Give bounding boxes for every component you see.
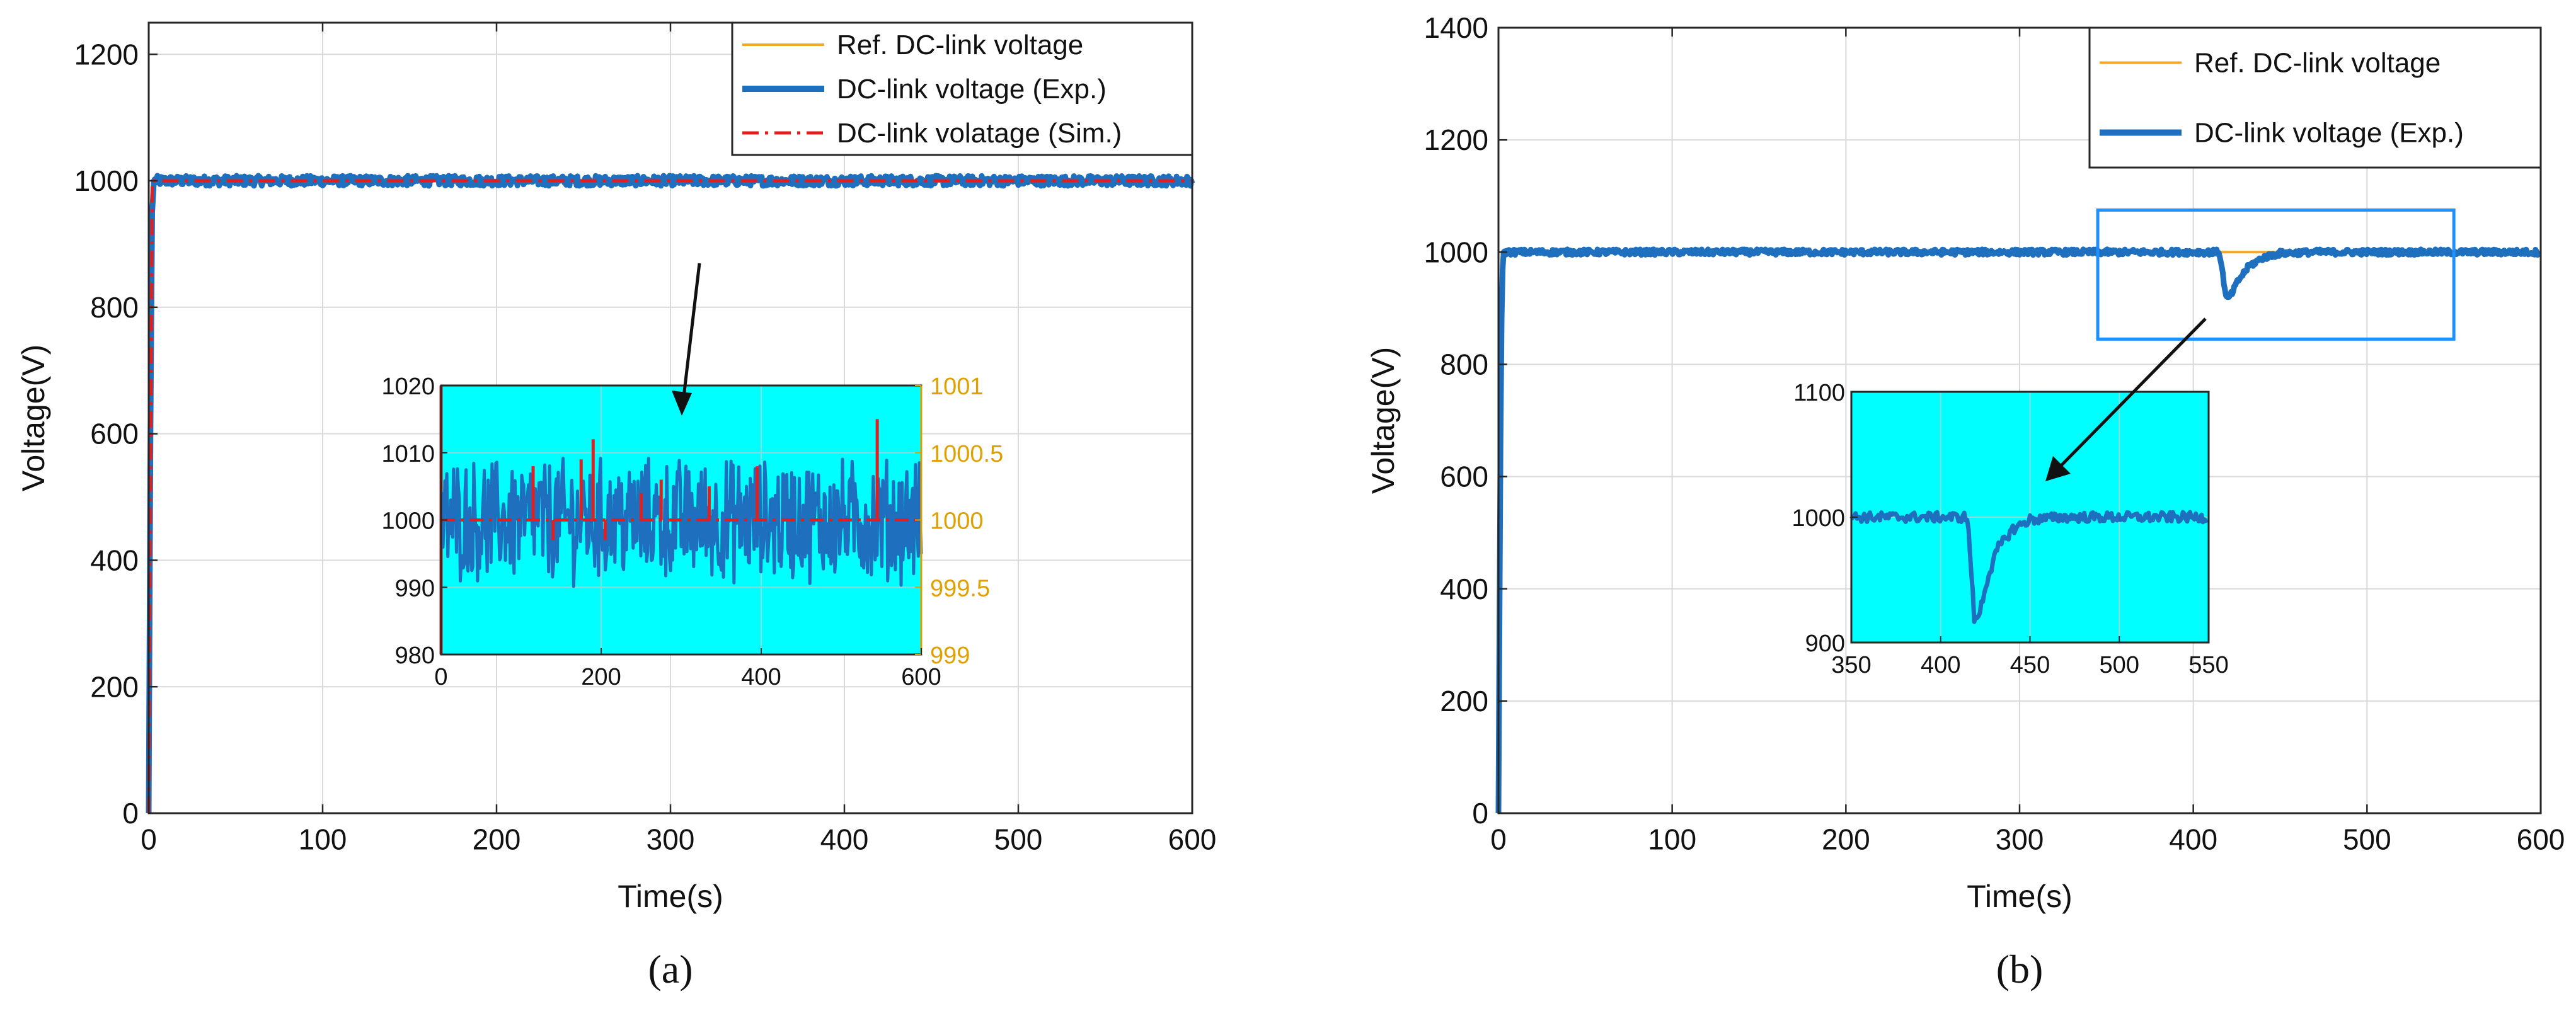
series-exp-line (1495, 246, 2542, 814)
inset-x-tick-label: 450 (2010, 652, 2050, 678)
legend: Ref. DC-link voltage DC-link voltage (Exp… (2088, 26, 2542, 169)
x-tick-label: 500 (2343, 823, 2391, 856)
inset-x-tick-label: 500 (2100, 652, 2139, 678)
inset-exp-line (1849, 510, 2209, 624)
series-sim-line (147, 179, 1192, 814)
inset-y2-tick-label: 1000 (930, 508, 984, 535)
x-tick-label: 400 (2169, 823, 2217, 856)
x-tick-label: 300 (647, 823, 695, 856)
legend: Ref. DC-link voltage DC-link voltage (Exp… (731, 21, 1193, 156)
panel-label-b: (b) (1996, 947, 2044, 991)
inset-exp-line (439, 457, 923, 588)
inset-x-tick-label: 200 (581, 664, 621, 690)
panel-a: 0 100 200 300 400 500 600 0 200 400 600 800 1000 1200… (16, 21, 1217, 991)
x-tick-label: 300 (1996, 823, 2044, 856)
y-tick-label: 1400 (1424, 11, 1488, 44)
legend-label: DC-link volatage (Sim.) (837, 118, 1122, 149)
inset-x-tick-label: 400 (741, 664, 781, 690)
x-tick-label: 200 (1822, 823, 1870, 856)
inset-y-tick-label: 980 (395, 643, 435, 669)
inset-a: 980 990 1000 1010 1020 999 999.5 1000 1000.5 1001… (381, 374, 1003, 690)
legend-label: Ref. DC-link voltage (837, 30, 1083, 60)
x-tick-label: 400 (820, 823, 869, 856)
y-tick-label: 600 (1440, 460, 1488, 493)
y-tick-label: 0 (1472, 797, 1488, 830)
x-tick-label: 0 (141, 823, 157, 856)
y-tick-label: 200 (1440, 685, 1488, 717)
inset-y2-tick-label: 1000.5 (930, 441, 1003, 467)
zoom-arrow-head (2045, 456, 2071, 481)
x-tick-label: 600 (2517, 823, 2565, 856)
y-tick-label: 600 (90, 418, 139, 450)
y-tick-label: 400 (1440, 573, 1488, 605)
x-tick-label: 100 (1648, 823, 1696, 856)
inset-y-tick-label: 900 (1805, 631, 1845, 657)
zoom-arrow (2058, 317, 2207, 469)
zoom-arrow-head (672, 391, 692, 416)
y-tick-label: 1200 (1424, 123, 1488, 156)
inset-y-tick-label: 1020 (381, 374, 435, 400)
inset-x-tick-label: 0 (434, 664, 447, 690)
y-tick-label: 1000 (1424, 236, 1488, 268)
x-tick-label: 600 (1168, 823, 1217, 856)
inset-y2-tick-label: 1001 (930, 374, 984, 400)
inset-y2-tick-label: 999.5 (930, 575, 990, 602)
series-exp-line (146, 173, 1195, 814)
zoom-box (2096, 208, 2456, 341)
y-tick-label: 200 (90, 670, 139, 703)
inset-x-tick-label: 550 (2188, 652, 2228, 678)
x-axis-label: Time(s) (1967, 879, 2073, 914)
y-tick-label: 1200 (74, 38, 139, 71)
legend-label: Ref. DC-link voltage (2194, 48, 2441, 79)
inset-y-tick-label: 1000 (381, 508, 435, 535)
x-tick-label: 500 (994, 823, 1043, 856)
x-tick-label: 0 (1490, 823, 1507, 856)
zoom-arrow (682, 263, 701, 397)
inset-y-tick-label: 1000 (1791, 505, 1845, 532)
y-tick-label: 800 (90, 291, 139, 324)
x-tick-label: 100 (299, 823, 347, 856)
x-axis-label: Time(s) (618, 879, 723, 914)
inset-x-tick-label: 600 (901, 664, 941, 690)
inset-x-tick-label: 350 (1831, 652, 1871, 678)
panel-b: 0 100 200 300 400 500 600 0 200 400 600 800 1000 1200… (1366, 11, 2565, 991)
legend-label: DC-link voltage (Exp.) (2194, 118, 2464, 149)
y-axis-label: Voltage(V) (16, 345, 51, 491)
x-tick-label: 200 (473, 823, 521, 856)
inset-y2-tick-label: 999 (930, 643, 970, 669)
inset-y-tick-label: 990 (395, 575, 435, 602)
y-tick-label: 1000 (74, 164, 139, 197)
y-tick-label: 400 (90, 544, 139, 577)
inset-x-tick-label: 400 (1921, 652, 1960, 678)
inset-y-tick-label: 1010 (381, 441, 435, 467)
legend-box (2088, 26, 2542, 169)
inset-b: 900 1000 1100 350 400 450 500 550 (1791, 380, 2228, 678)
y-tick-label: 0 (122, 797, 139, 830)
inset-y-tick-label: 1100 (1793, 380, 1845, 406)
y-tick-label: 800 (1440, 348, 1488, 381)
legend-label: DC-link voltage (Exp.) (837, 74, 1107, 105)
panel-label-a: (a) (648, 947, 693, 991)
y-axis-label: Voltage(V) (1366, 347, 1401, 494)
